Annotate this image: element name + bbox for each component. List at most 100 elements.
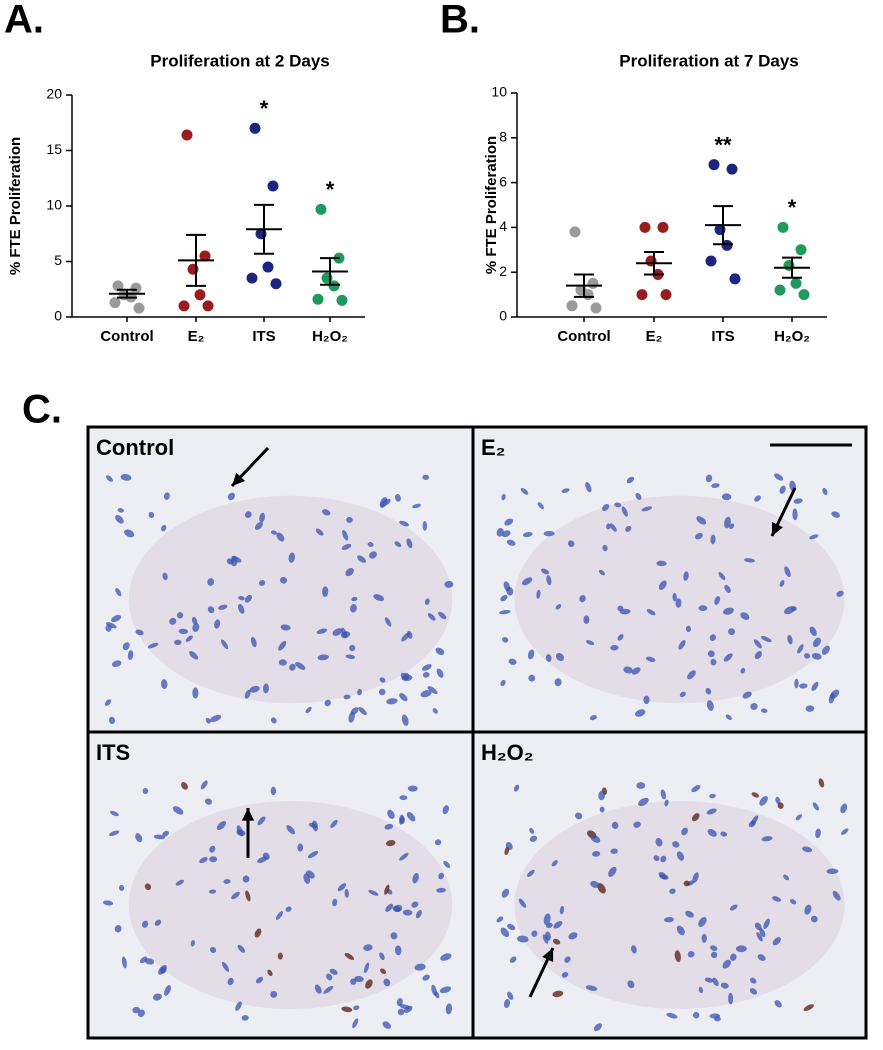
- nucleus: [711, 483, 720, 488]
- nucleus: [259, 579, 266, 586]
- nucleus: [329, 968, 338, 975]
- nucleus: [115, 514, 124, 524]
- nucleus: [503, 999, 510, 1008]
- nucleus: [135, 629, 144, 636]
- nucleus: [267, 969, 273, 976]
- nucleus: [238, 595, 245, 601]
- nucleus: [602, 544, 608, 552]
- nucleus: [112, 660, 122, 667]
- nucleus: [345, 567, 354, 577]
- nucleus: [740, 667, 746, 674]
- nucleus: [723, 653, 733, 662]
- panel-label: C.: [22, 388, 62, 432]
- nucleus: [710, 951, 718, 959]
- nucleus: [235, 1001, 242, 1011]
- nucleus: [614, 502, 622, 508]
- y-axis-label: % FTE Proliferation: [7, 137, 24, 275]
- x-tick-label: H₂O₂: [774, 328, 810, 345]
- nucleus: [280, 624, 291, 631]
- data-point: [774, 284, 786, 296]
- x-tick-label: ITS: [252, 328, 275, 345]
- nucleus: [552, 990, 564, 998]
- nucleus: [118, 884, 125, 891]
- data-point: [199, 250, 211, 262]
- nucleus: [148, 511, 155, 519]
- nucleus: [542, 934, 549, 944]
- nucleus: [271, 717, 277, 724]
- x-tick-label: Control: [557, 328, 610, 345]
- y-tick-label: 8: [499, 129, 507, 145]
- nucleus: [169, 617, 177, 625]
- nucleus: [104, 699, 112, 706]
- nucleus: [552, 938, 561, 945]
- nucleus: [244, 689, 251, 699]
- panel-label: B.: [440, 0, 480, 42]
- nucleus: [809, 534, 819, 540]
- x-tick-label: ITS: [711, 328, 734, 345]
- nucleus: [633, 821, 641, 828]
- nucleus: [735, 945, 747, 953]
- nucleus: [345, 654, 356, 659]
- nucleus: [585, 985, 598, 991]
- nucleus: [200, 780, 208, 790]
- nucleus: [249, 685, 260, 693]
- significance: **: [714, 132, 732, 157]
- nucleus: [367, 542, 374, 547]
- data-point: [587, 277, 599, 289]
- nucleus: [181, 782, 188, 790]
- data-point: [660, 289, 672, 301]
- nucleus: [132, 1006, 141, 1014]
- nucleus: [394, 541, 402, 548]
- nucleus: [721, 493, 732, 501]
- nucleus: [784, 566, 791, 578]
- nucleus: [279, 576, 288, 584]
- nucleus: [635, 709, 646, 717]
- nucleus: [793, 498, 803, 504]
- nucleus: [709, 793, 716, 799]
- y-tick-label: 0: [54, 308, 62, 324]
- data-point: [636, 289, 648, 301]
- nucleus: [237, 603, 245, 614]
- nucleus: [209, 946, 217, 953]
- nucleus: [545, 922, 553, 929]
- nucleus: [218, 604, 228, 610]
- nucleus: [424, 598, 430, 605]
- data-point: [590, 302, 602, 314]
- nucleus: [568, 932, 578, 940]
- nucleus: [444, 580, 454, 588]
- nucleus: [350, 603, 357, 613]
- nucleus: [799, 683, 808, 689]
- nucleus: [421, 664, 432, 671]
- nucleus: [435, 647, 445, 656]
- nucleus: [617, 634, 624, 641]
- nucleus: [322, 586, 329, 598]
- panel-title: E₂: [481, 435, 505, 460]
- nucleus: [761, 708, 768, 713]
- nucleus: [406, 811, 416, 822]
- nucleus: [707, 650, 715, 658]
- nucleus: [529, 827, 535, 834]
- nucleus: [664, 799, 669, 807]
- nucleus: [627, 980, 635, 989]
- nucleus: [710, 945, 718, 952]
- nucleus: [496, 916, 504, 923]
- nucleus: [174, 639, 182, 646]
- nucleus: [840, 828, 849, 835]
- nucleus: [611, 821, 619, 829]
- nucleus: [161, 524, 167, 532]
- nucleus: [811, 653, 822, 660]
- nucleus: [631, 667, 641, 675]
- nucleus: [351, 596, 358, 602]
- nucleus: [521, 577, 533, 586]
- nucleus: [602, 503, 610, 512]
- nucleus: [683, 880, 690, 887]
- data-point: [798, 289, 810, 301]
- nucleus: [706, 700, 714, 711]
- nucleus: [728, 992, 734, 1005]
- nucleus: [714, 596, 721, 605]
- nucleus: [685, 625, 691, 633]
- data-point: [315, 203, 327, 215]
- nucleus: [606, 523, 611, 530]
- nucleus: [221, 961, 230, 972]
- nucleus: [653, 855, 660, 862]
